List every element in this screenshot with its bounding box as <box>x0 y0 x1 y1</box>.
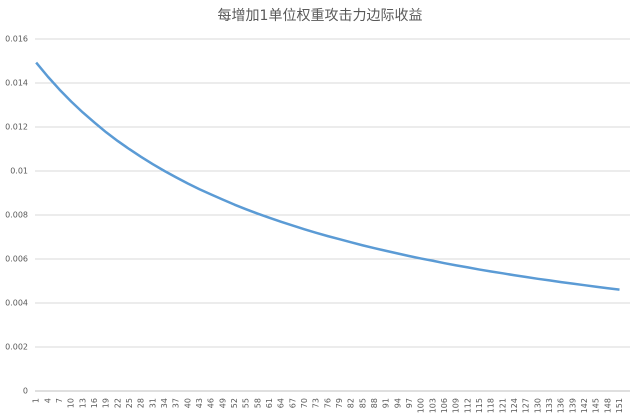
x-tick-label: 70 <box>300 398 309 408</box>
y-tick-label: 0.004 <box>5 299 28 308</box>
x-tick-label: 7 <box>55 398 64 403</box>
x-tick-label: 118 <box>487 398 496 413</box>
x-tick-label: 109 <box>452 398 461 413</box>
x-tick-label: 52 <box>230 398 239 408</box>
x-tick-label: 22 <box>113 398 122 408</box>
x-tick-label: 130 <box>533 398 542 413</box>
x-tick-label: 103 <box>428 398 437 413</box>
x-tick-label: 46 <box>207 398 216 408</box>
x-tick-label: 112 <box>463 398 472 413</box>
x-tick-label: 43 <box>195 398 204 408</box>
x-tick-label: 25 <box>125 398 134 408</box>
x-tick-label: 82 <box>347 398 356 408</box>
x-tick-label: 151 <box>615 398 624 413</box>
x-tick-label: 58 <box>253 398 262 408</box>
x-tick-label: 100 <box>417 398 426 413</box>
x-tick-label: 127 <box>522 398 531 413</box>
x-tick-label: 133 <box>545 398 554 413</box>
x-tick-label: 148 <box>603 398 612 413</box>
x-tick-label: 28 <box>137 398 146 408</box>
y-tick-label: 0.016 <box>5 35 28 44</box>
x-tick-label: 97 <box>405 398 414 408</box>
x-tick-label: 106 <box>440 398 449 413</box>
x-tick-label: 136 <box>557 398 566 413</box>
x-tick-label: 55 <box>242 398 251 408</box>
x-tick-label: 145 <box>592 398 601 413</box>
x-tick-label: 31 <box>148 398 157 408</box>
chart-title: 每增加1单位权重攻击力边际收益 <box>218 8 423 24</box>
y-tick-label: 0 <box>23 387 28 396</box>
x-tick-label: 16 <box>90 398 99 408</box>
x-tick-label: 4 <box>43 398 52 403</box>
x-tick-label: 37 <box>172 398 181 408</box>
x-tick-label: 64 <box>277 398 286 408</box>
x-tick-label: 67 <box>288 398 297 408</box>
x-tick-label: 88 <box>370 398 379 408</box>
y-tick-label: 0.01 <box>10 167 28 176</box>
y-tick-label: 0.002 <box>5 343 28 352</box>
x-tick-label: 49 <box>218 398 227 408</box>
x-tick-label: 13 <box>78 398 87 408</box>
x-tick-label: 1 <box>32 398 41 403</box>
x-tick-label: 121 <box>498 398 507 413</box>
y-tick-label: 0.012 <box>5 123 28 132</box>
x-tick-label: 124 <box>510 398 519 413</box>
x-tick-label: 19 <box>102 398 111 408</box>
x-tick-label: 91 <box>382 398 391 408</box>
x-tick-label: 34 <box>160 398 169 408</box>
x-tick-label: 79 <box>335 398 344 408</box>
x-tick-label: 40 <box>183 398 192 408</box>
x-tick-label: 76 <box>323 398 332 408</box>
y-tick-label: 0.014 <box>5 79 28 88</box>
x-tick-label: 94 <box>393 398 402 408</box>
x-tick-label: 115 <box>475 398 484 413</box>
y-tick-label: 0.008 <box>5 211 28 220</box>
x-tick-label: 139 <box>568 398 577 413</box>
y-tick-label: 0.006 <box>5 255 28 264</box>
x-tick-label: 10 <box>67 398 76 408</box>
x-tick-label: 61 <box>265 398 274 408</box>
data-line <box>35 61 620 291</box>
x-tick-label: 85 <box>358 398 367 408</box>
x-tick-label: 73 <box>312 398 321 408</box>
x-tick-label: 142 <box>580 398 589 413</box>
